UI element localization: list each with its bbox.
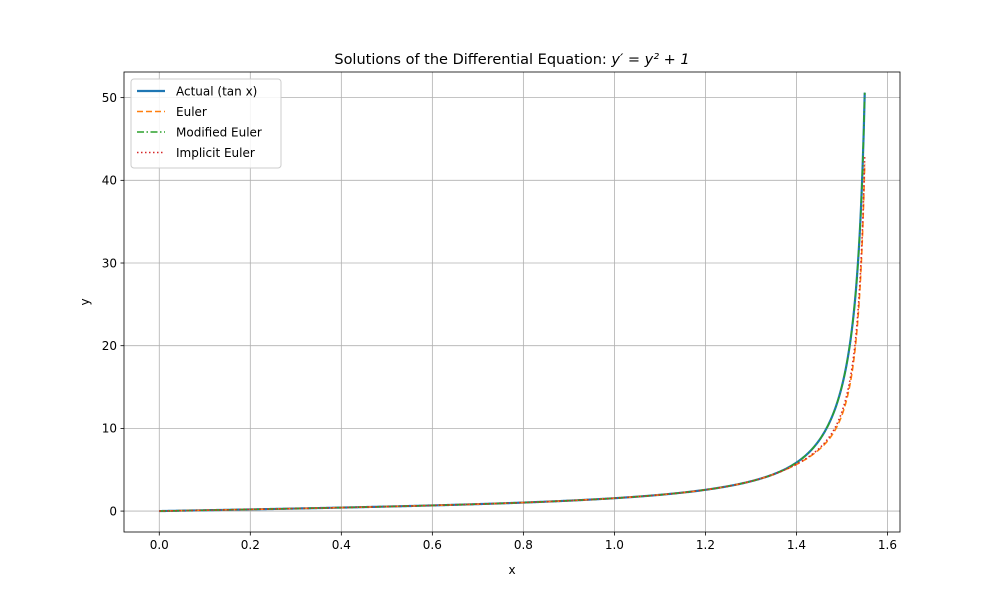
series-group <box>159 92 866 513</box>
legend: Actual (tan x) Euler Modified Euler Implici… <box>130 78 282 169</box>
x-axis-label: x <box>508 563 515 577</box>
x-tick-label: 1.0 <box>605 538 624 552</box>
x-axis: 0.0 0.2 0.4 0.6 0.8 1.0 1.2 1.4 1.6 <box>150 532 897 552</box>
legend-label: Implicit Euler <box>176 146 255 160</box>
y-tick-label: 50 <box>102 91 117 105</box>
x-tick-label: 0.8 <box>514 538 533 552</box>
legend-label: Modified Euler <box>176 125 262 139</box>
chart-title-text: Solutions of the Differential Equation: <box>334 52 611 68</box>
y-tick-label: 20 <box>102 339 117 353</box>
plot-frame <box>123 71 901 533</box>
x-tick-label: 0.0 <box>150 538 169 552</box>
y-tick-label: 30 <box>102 256 117 270</box>
y-axis-label: y <box>78 298 92 305</box>
legend-label: Euler <box>176 105 207 119</box>
chart-title: Solutions of the Differential Equation: … <box>334 52 689 68</box>
y-tick-label: 0 <box>109 504 117 518</box>
x-tick-label: 0.4 <box>332 538 351 552</box>
x-tick-label: 1.4 <box>787 538 806 552</box>
x-tick-label: 1.2 <box>696 538 715 552</box>
x-tick-label: 0.6 <box>423 538 442 552</box>
y-tick-label: 10 <box>102 422 117 436</box>
legend-label: Actual (tan x) <box>176 84 257 98</box>
x-tick-label: 0.2 <box>241 538 260 552</box>
y-axis: 0 10 20 30 40 50 <box>102 91 124 518</box>
legend-box <box>130 78 282 169</box>
series-line <box>159 155 866 512</box>
chart-title-math: y′ = y² + 1 <box>610 52 689 68</box>
y-tick-label: 40 <box>102 174 117 188</box>
x-tick-label: 1.6 <box>878 538 897 552</box>
